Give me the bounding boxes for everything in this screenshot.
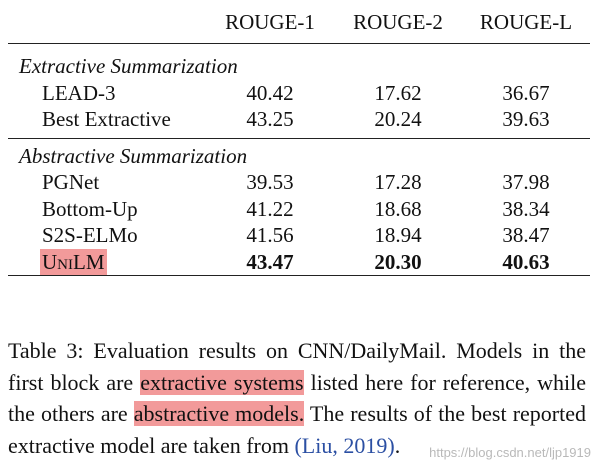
caption-text: The results of the best reported extract… xyxy=(8,401,586,458)
column-header: ROUGE-2 xyxy=(353,10,443,34)
model-name: Bottom-Up xyxy=(42,196,138,221)
cell-value: 40.63 xyxy=(502,249,550,274)
cell-value: 39.63 xyxy=(502,107,550,131)
cell-value: 39.53 xyxy=(246,170,294,194)
cell-value: 43.47 xyxy=(246,249,294,274)
cell-value: 41.22 xyxy=(246,196,294,221)
cell-value: 18.68 xyxy=(374,196,422,221)
cell-value: 17.28 xyxy=(374,170,422,194)
caption-text: . xyxy=(394,432,401,458)
rule xyxy=(8,43,590,44)
rule xyxy=(8,275,590,276)
cell-value: 41.56 xyxy=(246,223,294,247)
model-name: Best Extractive xyxy=(42,107,171,131)
cell-value: 38.34 xyxy=(502,196,550,221)
model-name: LEAD-3 xyxy=(42,80,116,105)
rule xyxy=(8,137,590,139)
model-name: PGNet xyxy=(42,170,100,194)
highlighted-text: abstractive models. xyxy=(133,401,305,426)
cell-value: 20.30 xyxy=(374,249,422,274)
citation: (Liu, 2019) xyxy=(294,432,395,458)
group-title: Extractive Summarization xyxy=(19,54,238,78)
watermark: https://blog.csdn.net/ljp1919 xyxy=(429,445,591,460)
cell-value: 37.98 xyxy=(502,170,550,194)
cell-value: 18.94 xyxy=(374,223,422,247)
column-header: ROUGE-L xyxy=(479,10,573,34)
cell-value: 17.62 xyxy=(374,80,422,105)
table-caption: Table 3: Evaluation results on CNN/Daily… xyxy=(8,335,586,461)
cell-value: 38.47 xyxy=(502,223,550,247)
cell-value: 36.67 xyxy=(502,80,550,105)
caption-text: Table 3: Evaluation results on CNN/Daily… xyxy=(8,338,586,395)
model-name: UniLM xyxy=(40,248,107,275)
model-name: S2S-ELMo xyxy=(42,223,138,247)
caption-text: listed here for reference, while the oth… xyxy=(8,369,586,427)
cell-value: 40.42 xyxy=(246,80,294,105)
cell-value: 20.24 xyxy=(374,107,422,131)
cell-value: 43.25 xyxy=(246,107,294,131)
column-header: ROUGE-1 xyxy=(225,10,315,34)
highlighted-text: extractive systems xyxy=(140,369,304,395)
group-title: Abstractive Summarization xyxy=(19,143,248,168)
